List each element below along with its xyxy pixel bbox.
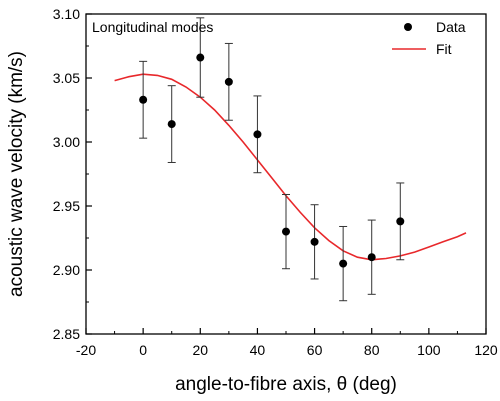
data-point	[224, 77, 233, 86]
legend-marker-data	[404, 23, 412, 31]
data-layer	[139, 17, 405, 302]
x-axis-title: angle-to-fibre axis, θ (deg)	[175, 374, 397, 395]
y-tick-label: 2.85	[53, 326, 80, 342]
plot-annotation: Longitudinal modes	[92, 19, 213, 35]
data-point	[253, 130, 262, 139]
y-tick-label: 2.95	[53, 198, 80, 214]
x-tick-label: 120	[474, 342, 498, 358]
x-tick-label: 20	[192, 342, 208, 358]
x-tick-label: 40	[250, 342, 266, 358]
y-tick-label: 3.00	[53, 134, 80, 150]
data-point	[139, 95, 148, 104]
data-point	[167, 120, 176, 129]
x-tick-label: 0	[139, 342, 147, 358]
data-point	[396, 217, 405, 226]
legend: Data Fit	[392, 19, 466, 57]
legend-label-fit: Fit	[436, 41, 452, 57]
x-tick-label: 80	[364, 342, 380, 358]
legend-label-data: Data	[436, 19, 466, 35]
x-tick-label: 100	[417, 342, 441, 358]
axes-layer: -20 0 20 40 60 80 100 120 2.85 2.90 2.95 3.00 3.05 3.…	[53, 6, 498, 358]
data-point	[339, 259, 348, 268]
data-point	[282, 227, 290, 236]
y-tick-label: 3.05	[53, 70, 80, 86]
y-tick-label: 2.90	[53, 262, 80, 278]
fit-layer	[114, 73, 467, 261]
x-tick-label: -20	[76, 342, 96, 358]
x-tick-label: 60	[307, 342, 323, 358]
data-point	[196, 53, 205, 62]
data-point	[310, 237, 319, 246]
y-axis-title: acoustic wave velocity (km/s)	[6, 51, 27, 297]
data-point	[367, 253, 376, 262]
plot-frame	[85, 13, 487, 335]
y-tick-label: 3.10	[53, 6, 80, 22]
fit-curve	[114, 73, 467, 261]
